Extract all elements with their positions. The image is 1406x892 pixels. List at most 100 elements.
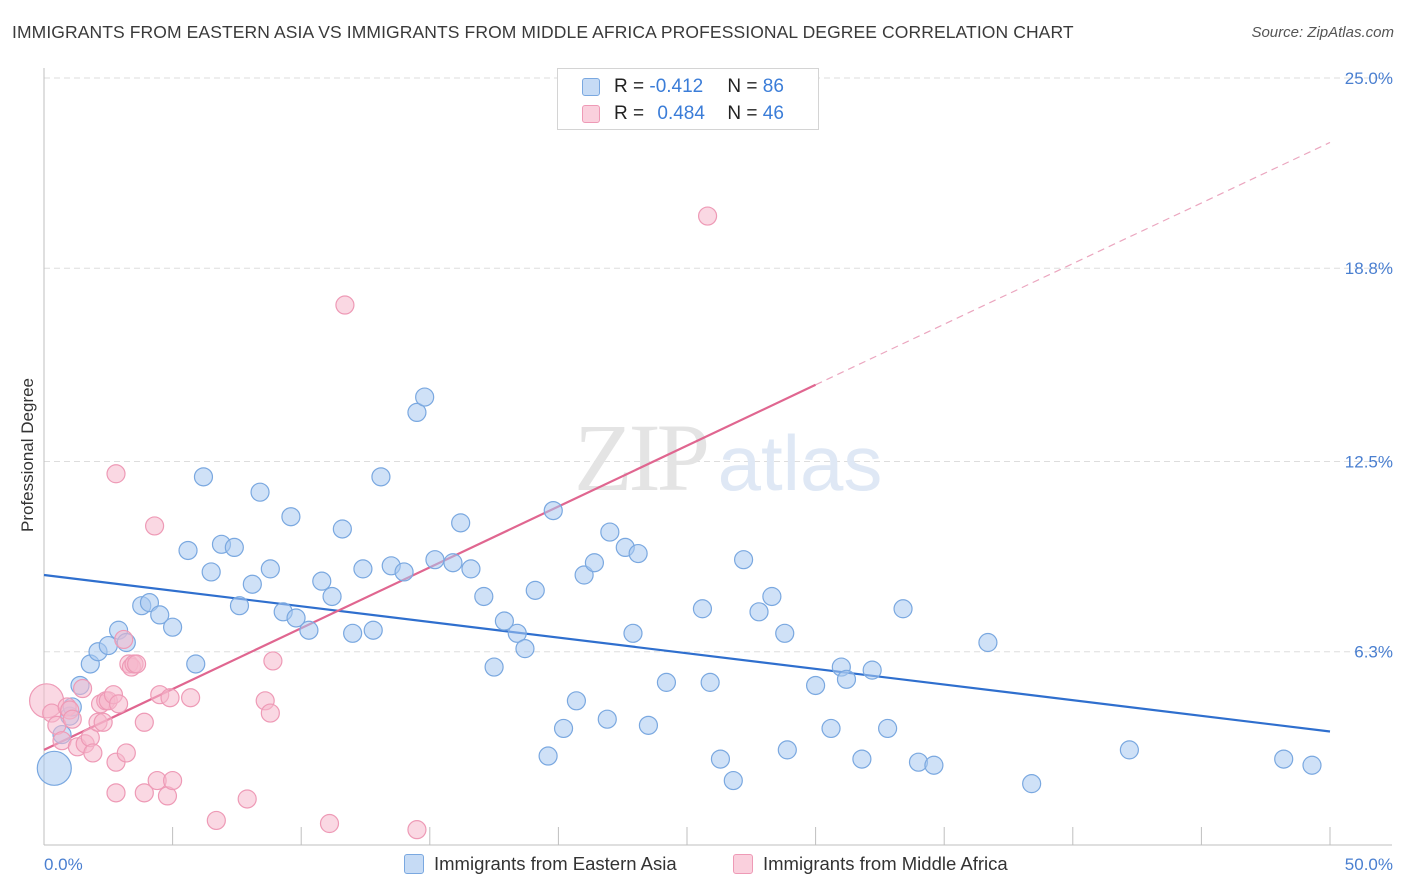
- legend-r-value: -0.412: [649, 76, 704, 97]
- point-middle-africa: [697, 206, 718, 226]
- point-eastern-asia: [150, 605, 170, 625]
- point-eastern-asia: [363, 620, 383, 640]
- watermark-zip: ZIP: [574, 404, 707, 511]
- point-middle-africa: [106, 783, 126, 803]
- point-eastern-asia: [407, 402, 427, 423]
- point-eastern-asia: [229, 596, 250, 616]
- point-eastern-asia: [312, 571, 332, 591]
- watermark-atlas: atlas: [718, 419, 883, 507]
- legend-n-value: 86: [762, 76, 784, 97]
- point-eastern-asia: [723, 770, 743, 791]
- point-eastern-asia: [924, 755, 944, 775]
- legend-r-value: 0.484: [657, 103, 705, 124]
- data-points: [28, 206, 1322, 840]
- point-eastern-asia: [893, 599, 913, 619]
- point-eastern-asia: [193, 467, 214, 487]
- point-middle-africa: [181, 688, 201, 708]
- trend-line-eastern-asia: [43, 573, 1331, 733]
- point-eastern-asia: [461, 559, 481, 579]
- trend-line-middle-africa-projection: [815, 141, 1331, 386]
- point-eastern-asia: [908, 752, 929, 772]
- point-eastern-asia: [574, 565, 594, 585]
- point-eastern-asia: [322, 586, 342, 607]
- point-middle-africa: [134, 783, 154, 803]
- point-eastern-asia: [775, 623, 795, 643]
- point-middle-africa: [93, 712, 113, 732]
- y-tick-label: 12.5%: [1345, 453, 1393, 472]
- point-eastern-asia: [852, 749, 872, 769]
- point-eastern-asia: [139, 593, 160, 613]
- point-eastern-asia: [878, 718, 898, 739]
- point-middle-africa: [335, 295, 355, 315]
- point-eastern-asia: [862, 660, 882, 680]
- point-eastern-asia: [584, 553, 605, 573]
- point-middle-africa: [407, 820, 427, 840]
- point-eastern-asia: [186, 654, 206, 674]
- bottom-legend-swatch-pink: [733, 854, 753, 874]
- point-eastern-asia: [343, 623, 363, 643]
- point-eastern-asia: [443, 553, 463, 573]
- legend-swatch-pink: [582, 105, 600, 123]
- legend-r-label: R =: [614, 76, 650, 97]
- legend-swatch-blue: [582, 78, 600, 96]
- point-eastern-asia: [163, 617, 183, 637]
- correlation-legend: R = -0.412 N = 86 R = 0.484 N = 46: [557, 68, 819, 130]
- point-eastern-asia: [525, 580, 545, 600]
- point-eastern-asia: [638, 715, 659, 735]
- bottom-legend-label: Immigrants from Middle Africa: [763, 853, 1008, 874]
- point-eastern-asia: [281, 507, 301, 527]
- legend-n-label: N =: [727, 103, 763, 124]
- point-eastern-asia: [515, 639, 535, 659]
- point-middle-africa: [108, 694, 129, 714]
- x-tick-label-min: 0.0%: [44, 855, 83, 874]
- x-tick-label-max: 50.0%: [1345, 855, 1393, 874]
- bottom-legend-label: Immigrants from Eastern Asia: [434, 853, 677, 874]
- point-middle-africa: [160, 688, 180, 708]
- legend-row-middle-africa: R = 0.484 N = 46: [582, 102, 784, 126]
- point-eastern-asia: [1302, 755, 1322, 775]
- point-eastern-asia: [656, 672, 677, 692]
- point-eastern-asia: [1274, 749, 1294, 769]
- chart-title: IMMIGRANTS FROM EASTERN ASIA VS IMMIGRAN…: [12, 22, 1074, 42]
- point-eastern-asia: [286, 608, 306, 628]
- point-eastern-asia: [494, 611, 514, 631]
- point-eastern-asia: [733, 550, 754, 570]
- point-eastern-asia: [623, 623, 643, 643]
- point-eastern-asia: [260, 559, 280, 579]
- point-eastern-asia: [415, 387, 435, 407]
- point-eastern-asia: [762, 586, 782, 607]
- point-eastern-asia: [543, 500, 563, 521]
- legend-n-value: 46: [762, 103, 784, 124]
- point-eastern-asia: [250, 482, 270, 502]
- point-eastern-asia: [474, 586, 494, 607]
- point-middle-africa: [319, 813, 340, 834]
- point-middle-africa: [83, 743, 103, 763]
- point-eastern-asia: [692, 599, 713, 619]
- point-eastern-asia: [332, 519, 352, 539]
- point-middle-africa: [126, 654, 147, 674]
- point-eastern-asia: [1119, 740, 1139, 760]
- point-eastern-asia: [777, 740, 797, 760]
- point-eastern-asia: [451, 513, 471, 533]
- point-middle-africa: [106, 464, 126, 484]
- y-tick-label: 6.3%: [1354, 643, 1393, 662]
- watermark: ZIP atlas: [574, 404, 882, 511]
- point-eastern-asia: [507, 623, 527, 643]
- point-middle-africa: [163, 770, 183, 791]
- point-eastern-asia: [484, 657, 504, 677]
- grid-lines: [44, 77, 1392, 653]
- point-eastern-asia: [299, 620, 319, 640]
- bottom-legend-swatch-blue: [404, 854, 424, 874]
- tick-labels: 6.3% 12.5% 18.8% 25.0% 0.0% 50.0%: [44, 69, 1393, 874]
- point-eastern-asia: [36, 750, 72, 786]
- point-middle-africa: [134, 712, 154, 732]
- point-eastern-asia: [805, 675, 826, 696]
- point-eastern-asia: [553, 718, 574, 739]
- point-eastern-asia: [700, 672, 720, 692]
- point-middle-africa: [237, 789, 257, 809]
- point-eastern-asia: [242, 574, 262, 594]
- point-eastern-asia: [425, 550, 445, 570]
- point-eastern-asia: [538, 746, 558, 766]
- point-eastern-asia: [371, 467, 391, 487]
